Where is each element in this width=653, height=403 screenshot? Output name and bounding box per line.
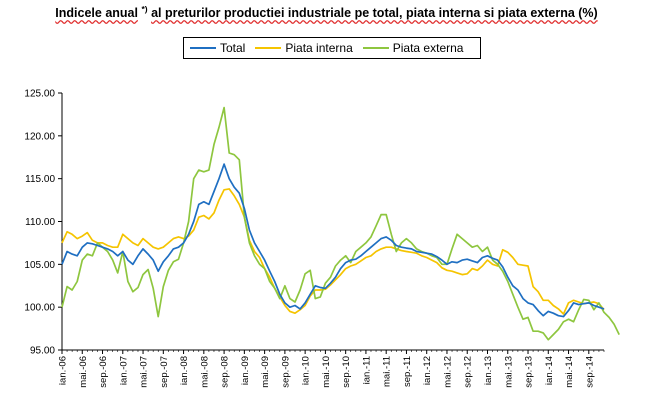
x-tick-label: ian.-10 xyxy=(301,356,312,385)
x-tick-label: ian.-08 xyxy=(179,356,190,385)
x-tick-label: sep.-10 xyxy=(341,356,352,388)
x-tick-label: ian.-13 xyxy=(483,356,494,385)
x-tick-label: ian.-11 xyxy=(361,356,372,384)
x-tick-label: ian.-06 xyxy=(58,356,69,385)
legend-item-piata-externa: Piata externa xyxy=(362,41,464,55)
legend-swatch-piata-interna xyxy=(255,47,282,49)
x-tick-label: ian.-09 xyxy=(240,356,251,385)
x-tick-label: mai.-08 xyxy=(199,356,210,388)
y-tick-label: 115.00 xyxy=(25,174,55,185)
x-tick-label: sep.-07 xyxy=(159,356,170,388)
x-tick-label: sep.-13 xyxy=(524,356,535,388)
x-tick-label: sep.-12 xyxy=(463,356,474,388)
x-tick-label: mai.-14 xyxy=(564,356,575,388)
x-tick-label: sep.-14 xyxy=(584,356,595,388)
series-line-total xyxy=(61,163,605,318)
title-superscript: *) xyxy=(141,4,148,14)
y-tick-label: 120.00 xyxy=(24,131,55,142)
x-tick-label: ian.-12 xyxy=(422,356,433,385)
y-tick-label: 110.00 xyxy=(25,217,55,228)
y-tick-label: 95.00 xyxy=(30,346,55,357)
legend-item-piata-interna: Piata interna xyxy=(255,41,353,55)
legend-item-total: Total xyxy=(190,41,245,55)
title-prefix: Indicele anual xyxy=(55,6,138,21)
chart-title: Indicele anual *) al preturilor producti… xyxy=(0,4,653,20)
x-tick-label: mai.-11 xyxy=(382,356,393,387)
x-tick-label: mai.-13 xyxy=(503,356,514,388)
y-tick-label: 125.00 xyxy=(24,89,55,100)
x-tick-label: mai.-07 xyxy=(139,356,150,388)
chart-legend: Total Piata interna Piata externa xyxy=(183,37,481,59)
x-tick-label: mai.-12 xyxy=(442,356,453,388)
title-rest: al preturilor productiei industriale pe … xyxy=(151,6,598,21)
series-line-piata-externa xyxy=(61,106,620,341)
legend-label-piata-externa: Piata externa xyxy=(392,41,464,55)
legend-label-piata-interna: Piata interna xyxy=(285,41,353,55)
x-tick-label: sep.-06 xyxy=(98,356,109,388)
legend-swatch-total xyxy=(190,47,216,49)
x-tick-label: mai.-10 xyxy=(321,356,332,388)
x-tick-label: ian.-07 xyxy=(118,356,129,385)
x-tick-label: mai.-09 xyxy=(260,356,271,388)
legend-label-total: Total xyxy=(220,41,246,55)
x-tick-label: ian.-14 xyxy=(544,356,555,385)
x-tick-label: sep.-11 xyxy=(402,356,413,387)
legend-swatch-piata-externa xyxy=(362,47,389,49)
y-tick-label: 105.00 xyxy=(24,260,55,271)
x-tick-label: mai.-06 xyxy=(78,356,89,388)
x-tick-label: sep.-08 xyxy=(220,356,231,388)
y-tick-label: 100.00 xyxy=(24,303,55,314)
series-line-piata-interna xyxy=(61,188,605,315)
x-tick-label: sep.-09 xyxy=(280,356,291,388)
